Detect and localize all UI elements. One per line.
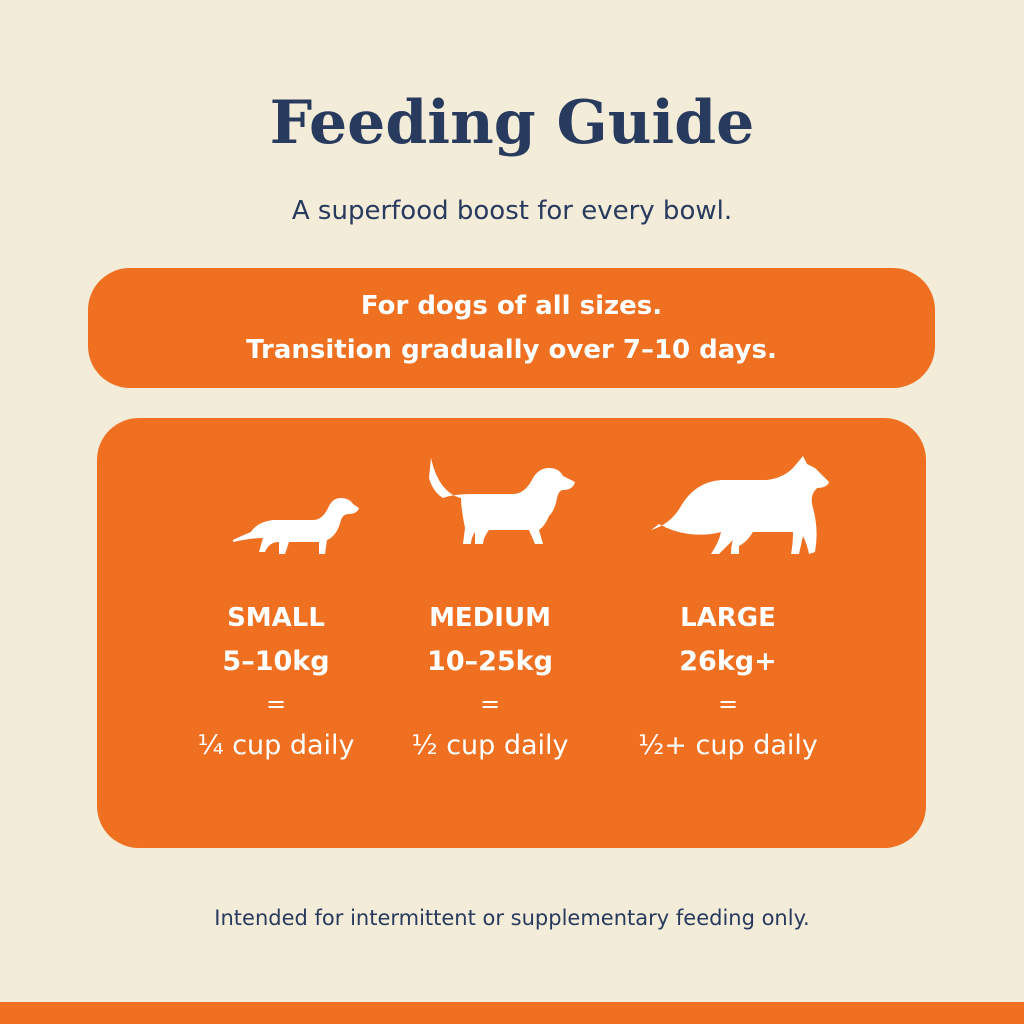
equals-sign: = [265, 690, 287, 718]
subtitle: A superfood boost for every bowl. [291, 196, 733, 226]
bottom-bar [0, 1002, 1024, 1024]
size-column: LARGE 26kg+ = ½+ cup daily [598, 596, 858, 768]
size-weight: 26kg+ [679, 646, 777, 677]
size-column: MEDIUM 10–25kg = ½ cup daily [360, 596, 620, 768]
medium-dog-icon [429, 458, 575, 544]
footer-note: Intended for intermittent or supplementa… [214, 906, 810, 930]
size-panel: SMALL 5–10kg = ¼ cup daily MEDIUM 10–25k… [97, 418, 926, 848]
banner: For dogs of all sizes. Transition gradua… [88, 268, 935, 388]
size-amount: ¼ cup daily [197, 730, 355, 761]
equals-sign: = [479, 690, 501, 718]
equals-sign: = [717, 690, 739, 718]
size-label: SMALL [227, 603, 325, 633]
size-amount: ½+ cup daily [638, 730, 818, 761]
size-label: MEDIUM [429, 603, 551, 633]
size-label: LARGE [680, 603, 776, 633]
title: Feeding Guide [269, 88, 755, 158]
banner-line: Transition gradually over 7–10 days. [246, 335, 777, 365]
small-dog-icon [233, 498, 359, 554]
banner-line: For dogs of all sizes. [360, 291, 663, 321]
size-column: SMALL 5–10kg = ¼ cup daily [146, 596, 406, 768]
size-weight: 5–10kg [222, 646, 330, 677]
dog-icons [233, 456, 829, 554]
size-weight: 10–25kg [427, 646, 553, 677]
size-amount: ½ cup daily [411, 730, 569, 761]
large-dog-icon [651, 456, 829, 554]
